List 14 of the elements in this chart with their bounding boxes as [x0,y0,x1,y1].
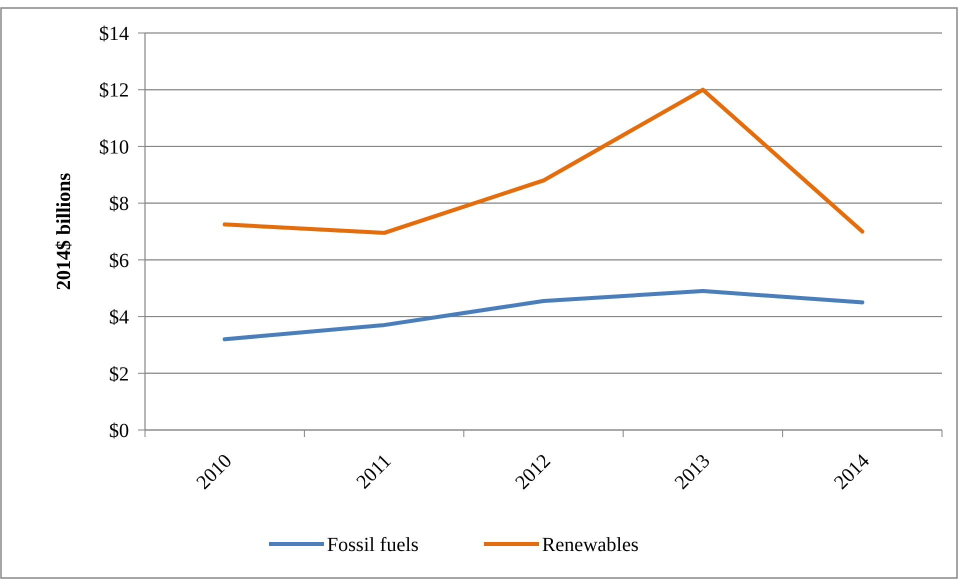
y-tick-label: $0 [109,420,129,442]
y-tick-label: $2 [109,363,129,386]
legend-label: Fossil fuels [327,534,419,556]
y-tick-label: $10 [99,136,129,158]
y-tick-label: $8 [109,193,129,216]
x-tick-label: 2011 [352,450,396,494]
y-tick-label: $12 [99,80,129,102]
line-series [222,289,864,342]
y-axis-title: 2014$ billions [53,172,75,290]
y-tick-label: $14 [99,23,129,45]
line-series [222,88,864,235]
y-tick-label: $6 [109,250,129,272]
y-tick-label: $4 [109,306,129,329]
legend-label: Renewables [542,534,639,556]
